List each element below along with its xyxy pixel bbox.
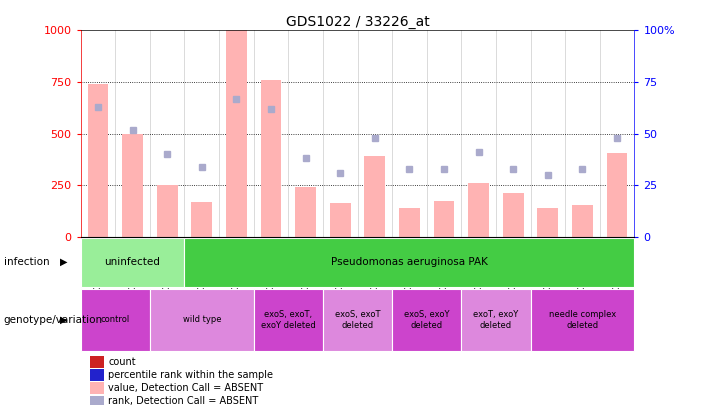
Bar xyxy=(90,396,104,405)
Bar xyxy=(191,202,212,237)
Text: infection: infection xyxy=(4,257,49,267)
Bar xyxy=(90,356,104,368)
Bar xyxy=(468,183,489,237)
Bar xyxy=(323,289,392,351)
Bar xyxy=(81,238,184,287)
Bar xyxy=(90,369,104,381)
Bar xyxy=(254,289,323,351)
Bar xyxy=(81,289,150,351)
Text: control: control xyxy=(101,315,130,324)
Text: exoS, exoT
deleted: exoS, exoT deleted xyxy=(335,310,380,330)
Text: genotype/variation: genotype/variation xyxy=(4,315,102,325)
Bar xyxy=(157,185,177,237)
Bar xyxy=(88,84,108,237)
Text: uninfected: uninfected xyxy=(104,257,161,267)
Text: exoS, exoY
deleted: exoS, exoY deleted xyxy=(404,310,449,330)
Bar xyxy=(572,205,593,237)
Text: exoT, exoY
deleted: exoT, exoY deleted xyxy=(473,310,519,330)
Bar xyxy=(365,156,386,237)
Bar xyxy=(531,289,634,351)
Bar xyxy=(150,289,254,351)
Text: percentile rank within the sample: percentile rank within the sample xyxy=(108,370,273,380)
Bar xyxy=(392,289,461,351)
Bar xyxy=(461,289,531,351)
Bar xyxy=(399,208,420,237)
Text: count: count xyxy=(108,357,136,367)
Title: GDS1022 / 33226_at: GDS1022 / 33226_at xyxy=(285,15,430,29)
Text: wild type: wild type xyxy=(182,315,221,324)
Bar xyxy=(226,30,247,237)
Bar xyxy=(90,382,104,394)
Bar xyxy=(184,238,634,287)
Bar xyxy=(434,201,454,237)
Bar xyxy=(122,134,143,237)
Text: Pseudomonas aeruginosa PAK: Pseudomonas aeruginosa PAK xyxy=(331,257,488,267)
Text: rank, Detection Call = ABSENT: rank, Detection Call = ABSENT xyxy=(108,396,259,405)
Bar xyxy=(330,203,350,237)
Text: exoS, exoT,
exoY deleted: exoS, exoT, exoY deleted xyxy=(261,310,315,330)
Bar xyxy=(295,188,316,237)
Text: value, Detection Call = ABSENT: value, Detection Call = ABSENT xyxy=(108,383,264,393)
Bar xyxy=(261,80,281,237)
Bar xyxy=(606,153,627,237)
Bar xyxy=(503,192,524,237)
Text: ▶: ▶ xyxy=(60,257,67,267)
Text: needle complex
deleted: needle complex deleted xyxy=(549,310,616,330)
Bar xyxy=(538,208,558,237)
Text: ▶: ▶ xyxy=(60,315,67,325)
